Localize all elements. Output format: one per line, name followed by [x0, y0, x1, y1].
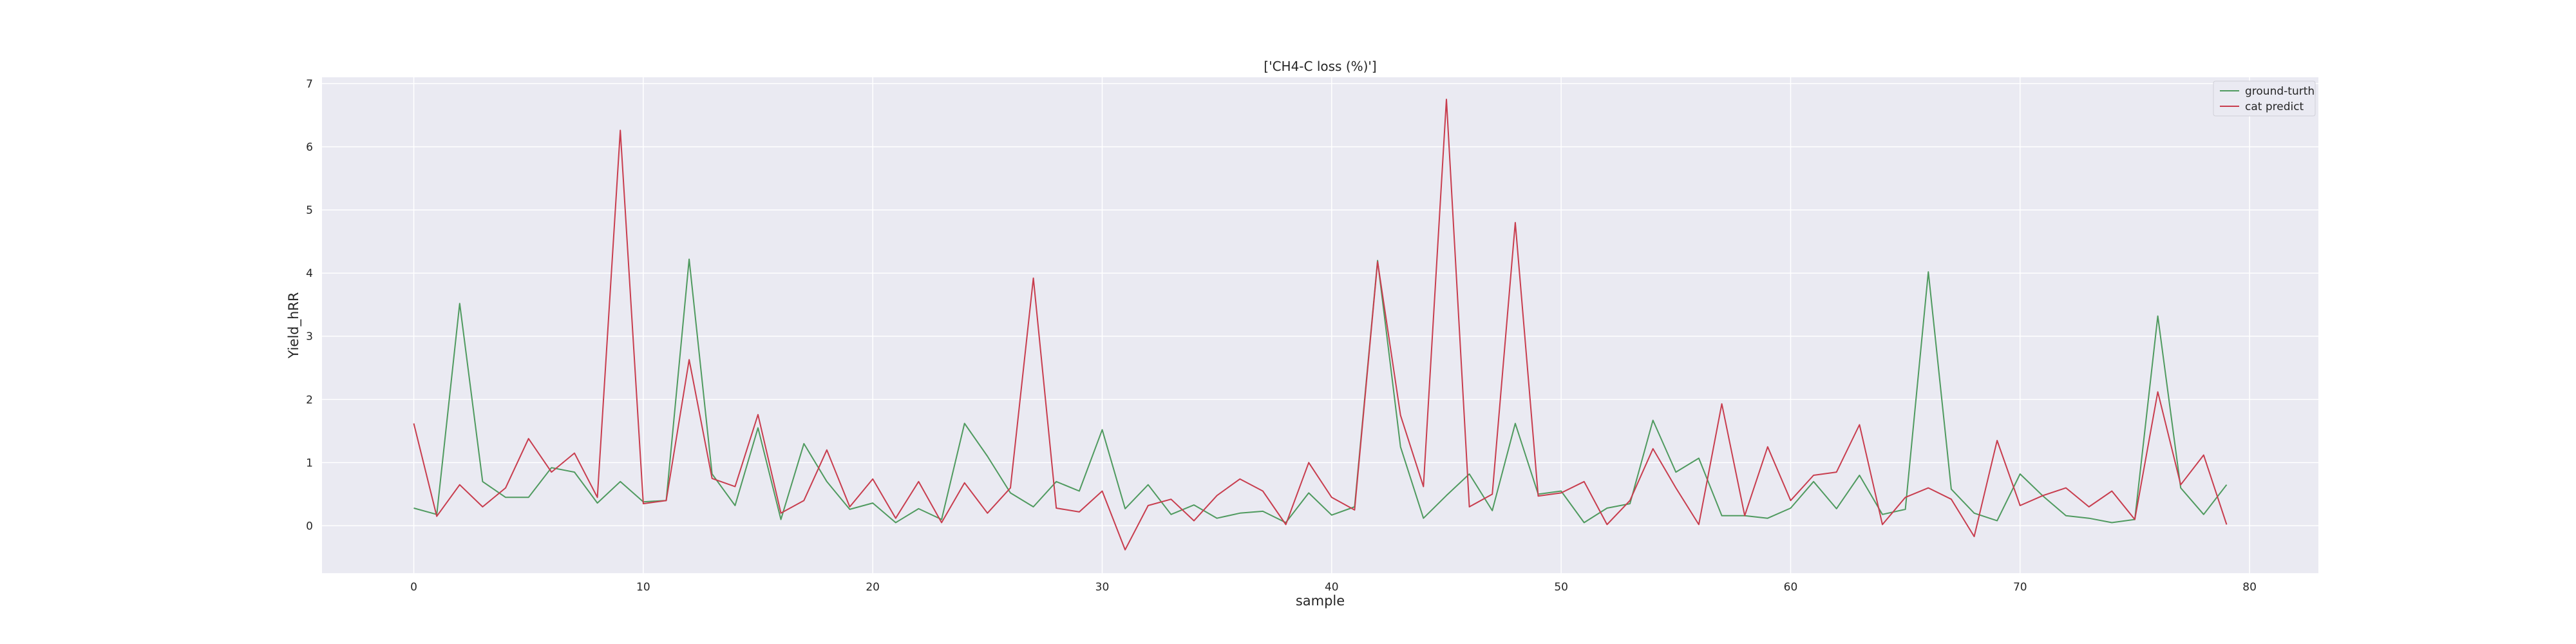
y-tick-label: 2: [306, 393, 313, 406]
legend-label-cat-predict: cat predict: [2245, 100, 2304, 113]
x-axis-ticks: 0 10 20 30 40 50 60 70 80: [410, 581, 2257, 594]
series-line-cat-predict: [413, 99, 2228, 551]
x-tick-label: 40: [1325, 581, 1339, 594]
x-tick-label: 0: [410, 581, 417, 594]
y-axis-ticks: 0 1 2 3 4 5 6 7: [306, 78, 313, 533]
legend: ground-turth cat predict: [2213, 80, 2316, 117]
chart-title: ['CH4-C loss (%)']: [1264, 59, 1376, 74]
grid: [322, 77, 2318, 573]
y-tick-label: 5: [306, 204, 313, 217]
y-tick-label: 6: [306, 141, 313, 154]
y-axis-label: Yield_hRR: [286, 292, 302, 359]
y-tick-label: 7: [306, 78, 313, 91]
y-tick-label: 3: [306, 330, 313, 343]
x-tick-label: 30: [1095, 581, 1110, 594]
y-tick-label: 4: [306, 267, 313, 280]
x-tick-label: 80: [2242, 581, 2257, 594]
legend-box: [2213, 80, 2316, 117]
x-tick-label: 70: [2013, 581, 2027, 594]
x-tick-label: 60: [1784, 581, 1798, 594]
x-tick-label: 50: [1554, 581, 1568, 594]
x-tick-label: 20: [866, 581, 880, 594]
legend-label-ground-turth: ground-turth: [2245, 85, 2315, 98]
series-lines: [413, 99, 2228, 551]
x-axis-label: sample: [1296, 593, 1345, 609]
x-tick-label: 10: [636, 581, 650, 594]
y-tick-label: 0: [306, 520, 313, 533]
y-tick-label: 1: [306, 457, 313, 469]
